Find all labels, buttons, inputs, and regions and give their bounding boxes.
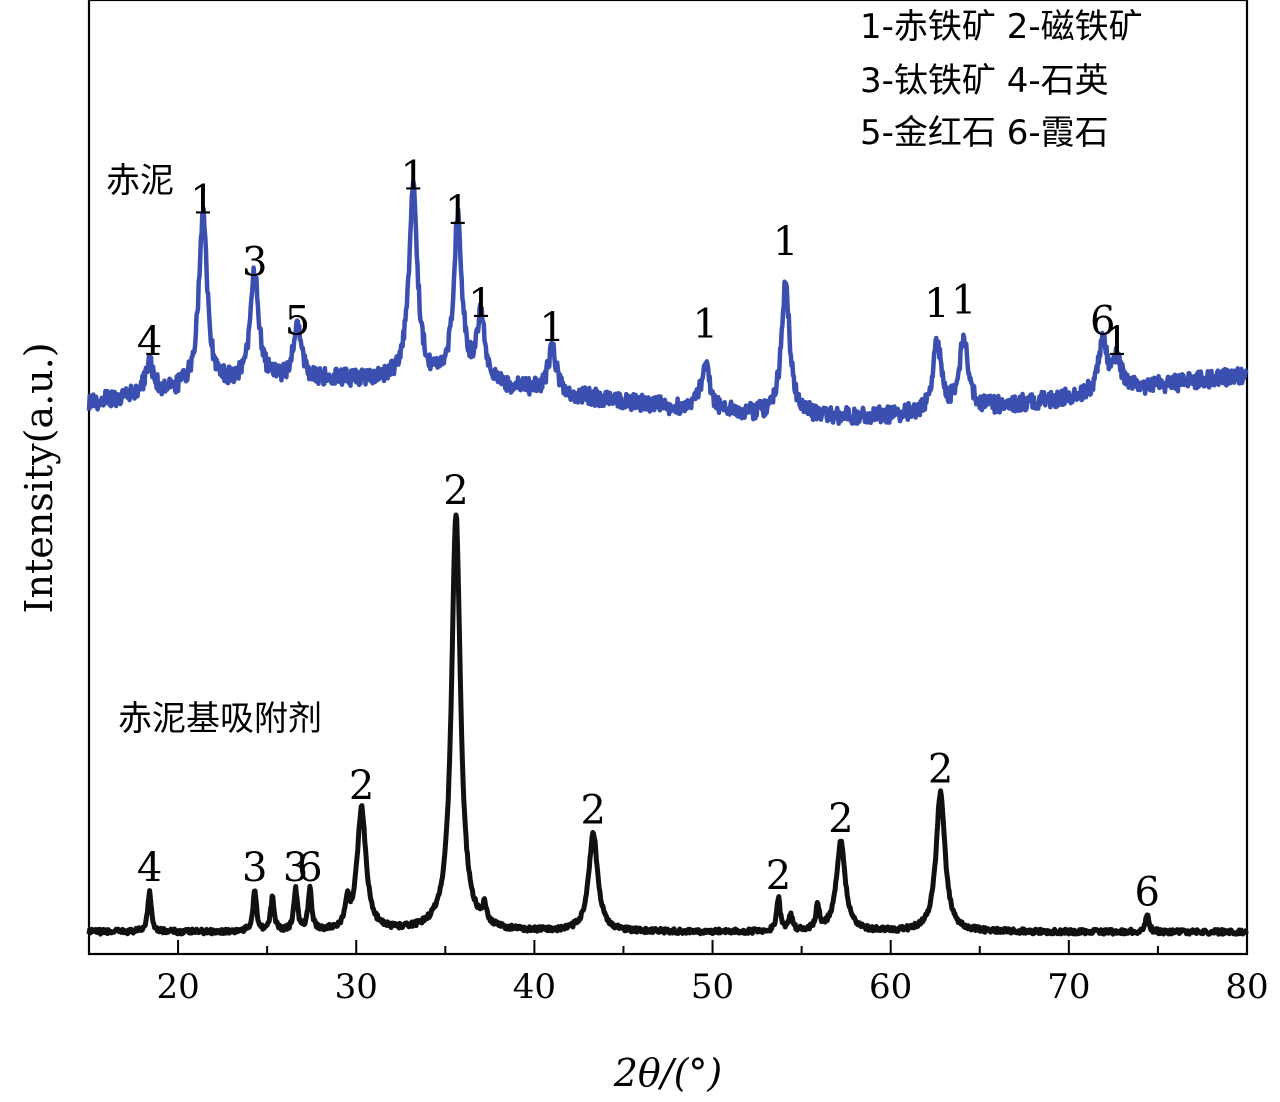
- peak-label: 2: [828, 796, 853, 842]
- series-line-1: [86, 178, 1249, 426]
- legend-line-1: 1-赤铁矿 2-磁铁矿: [860, 7, 1143, 47]
- peak-label: 4: [137, 845, 162, 891]
- peak-label: 1: [190, 178, 215, 224]
- peak-label: 1: [1104, 319, 1129, 365]
- series-name-adsorbent: 赤泥基吸附剂: [118, 699, 322, 739]
- peak-label: 2: [443, 468, 468, 514]
- x-axis-ticks: 20 30 40 50 60 70 80: [88, 940, 1269, 1007]
- x-tick-label: 40: [513, 967, 556, 1007]
- legend-line-2: 3-钛铁矿 4-石英: [860, 61, 1109, 101]
- peak-label: 5: [285, 298, 310, 344]
- peak-label: 1: [539, 305, 564, 351]
- peak-label: 6: [297, 845, 322, 891]
- peak-label: 1: [773, 219, 798, 265]
- peak-label: 4: [137, 319, 162, 365]
- peak-label: 1: [468, 281, 493, 327]
- peak-label: 1: [445, 188, 470, 234]
- peak-label: 2: [766, 853, 791, 899]
- series-layer: [86, 178, 1249, 937]
- x-tick-label: 20: [156, 967, 199, 1007]
- peak-label: 3: [242, 845, 267, 891]
- peak-label: 3: [242, 240, 267, 286]
- y-axis-label: Intensity(a.u.): [17, 342, 61, 613]
- x-tick-label: 60: [869, 967, 912, 1007]
- legend-line-3: 5-金红石 6-霞石: [860, 113, 1109, 153]
- peak-label: 2: [580, 788, 605, 834]
- plot-frame: [87, 0, 1249, 956]
- series-line-2: [86, 512, 1249, 937]
- x-tick-label: 80: [1225, 967, 1268, 1007]
- peak-label: 6: [1090, 298, 1115, 344]
- peak-label: 1: [951, 278, 976, 324]
- peak-label: 1: [924, 281, 949, 327]
- peak-label: 1: [401, 153, 426, 199]
- series-name-red-mud: 赤泥: [106, 161, 174, 201]
- x-tick-label: 50: [691, 967, 734, 1007]
- peak-label: 1: [693, 302, 718, 348]
- peak-label: 3: [283, 845, 308, 891]
- x-axis-label: 2θ/(°): [613, 1051, 723, 1095]
- x-tick-label: 70: [1047, 967, 1090, 1007]
- peak-label: 2: [928, 747, 953, 793]
- x-tick-label: 30: [335, 967, 378, 1007]
- peak-label: 2: [349, 763, 374, 809]
- peak-label: 6: [1135, 870, 1160, 916]
